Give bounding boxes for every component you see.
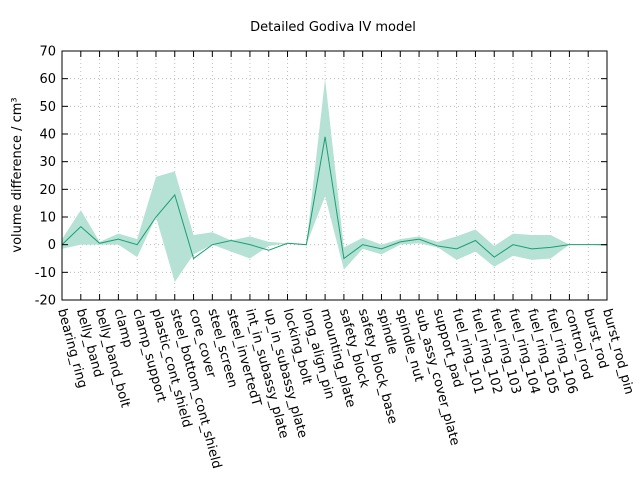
uncertainty-band <box>62 78 607 283</box>
x-tick-labels: bearing_ringbelly_bandbelly_band_boltcla… <box>54 307 636 470</box>
series-line <box>61 136 607 260</box>
y-tick-label: 20 <box>39 183 56 198</box>
y-tick-label: 30 <box>39 155 56 170</box>
y-tick-label: 40 <box>39 128 56 143</box>
axis-ticks <box>61 50 608 301</box>
y-tick-label: 70 <box>39 45 56 60</box>
y-tick-label: -20 <box>35 294 56 309</box>
y-axis-label: volume difference / cm³ <box>10 97 25 252</box>
y-tick-labels: -20 -10 0 10 20 30 40 50 60 70 <box>35 45 56 309</box>
y-tick-label: 60 <box>39 72 56 87</box>
chart-title: Detailed Godiva IV model <box>250 20 416 35</box>
y-tick-label: 10 <box>39 211 56 226</box>
y-tick-label: 0 <box>48 238 56 253</box>
y-tick-label: -10 <box>35 266 56 281</box>
y-tick-label: 50 <box>39 100 56 115</box>
plot-frame <box>61 50 608 301</box>
